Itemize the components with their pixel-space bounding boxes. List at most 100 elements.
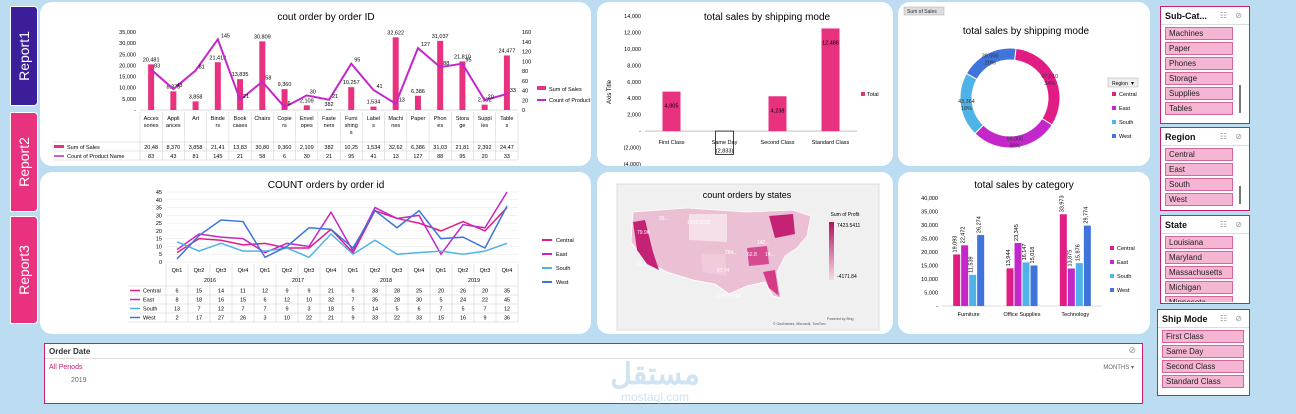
watermark: مستقل mostaql.com [590,358,720,405]
slicer-item[interactable]: West [1165,193,1233,206]
order-date-timeline[interactable]: Order Date ⊘ All Periods MONTHS ▾ 2019 [44,343,1143,404]
slicer-item[interactable]: Massachusetts [1165,266,1233,279]
count-line-chart-panel[interactable]: COUNT orders by order id 45 40 35 30 25 20 15 1… [40,172,591,334]
slicer-item[interactable]: Same Day [1162,345,1244,358]
category-label: Faste [322,116,336,122]
quarter-label: Qtr2 [458,268,469,274]
legend-swatch [1110,288,1114,292]
slicer-header: Ship Mode ☷ ⊘ [1158,310,1249,328]
slicer-item[interactable]: Machines [1165,27,1233,40]
table-cell: 28 [394,289,400,295]
region-slicer[interactable]: Region ☷ ⊘ Central East South West [1160,127,1250,211]
legend-swatch-sales [537,86,546,90]
count-point-label: 83 [154,64,160,70]
count-point-label: 33 [510,88,516,94]
quarter-label: Qtr2 [282,268,293,274]
legend-label: South [556,266,570,272]
table-cell: 12 [284,298,290,304]
sales-bar [459,61,466,110]
category-chart-panel[interactable]: total sales by category 40,000 35,000 30,0… [898,172,1150,334]
legend-label: East [1119,106,1130,112]
ship-bar [662,91,681,132]
category-label: Appli [167,116,179,122]
count-point-label: 95 [354,58,360,64]
sales-bar-label: 9,360 [278,82,292,88]
table-cell: 45 [504,298,510,304]
quarter-label: Qtr1 [260,268,271,274]
sales-bar-label: 1,534 [367,100,381,106]
series-line [176,232,508,259]
ship-mode-slicer[interactable]: Ship Mode ☷ ⊘ First Class Same Day Second … [1157,309,1250,396]
y-tick-label: 12,000 [624,30,641,36]
table-cell: 145 [213,154,222,160]
table-cell: 5 [395,307,398,313]
table-cell: 7 [483,307,486,313]
y-tick-label: 15 [156,237,162,243]
y-tick-label: 25 [156,221,162,227]
slicer-item[interactable]: Michigan [1165,281,1233,294]
table-cell: 20 [482,154,488,160]
table-cell: 16 [218,298,224,304]
slicer-item[interactable]: Central [1165,148,1233,161]
multi-select-clear-filter-icon[interactable]: ☷ ⊘ [1219,132,1245,141]
tab-report3[interactable]: Report3 [10,216,38,324]
subcategory-slicer[interactable]: Sub-Cat... ☷ ⊘ Machines Paper Phones Storag… [1160,6,1250,124]
multi-select-clear-filter-icon[interactable]: ☷ ⊘ [1219,11,1245,20]
table-cell: 33 [372,316,378,322]
slicer-item[interactable]: Storage [1165,72,1233,85]
sum-of-sales-button[interactable] [903,6,945,16]
ship-donut-chart-panel[interactable]: Sum of Sales total sales by shipping mod… [898,2,1150,166]
table-cell: 21 [237,154,243,160]
sales-bar-label: 30,809 [254,34,271,40]
state-slicer[interactable]: State ☷ ⊘ Louisiana Maryland Massachusetts… [1160,215,1250,304]
category-label: Book [234,116,247,122]
slicer-item[interactable]: South [1165,178,1233,191]
y-tick-label: 40,000 [921,196,938,202]
table-cell: 24,47 [500,145,514,151]
slicer-item[interactable]: Second Class [1162,360,1244,373]
state-florida [763,270,779,296]
slicer-scrollbar[interactable] [1239,186,1241,204]
ship-mode-bar-chart: total sales by shipping mode Axis Title … [607,12,879,166]
count-point-label: 145 [221,33,230,39]
x-category-label: Second Class [761,140,795,146]
table-cell: 10 [306,298,312,304]
slicer-item[interactable]: Maryland [1165,251,1233,264]
sum-of-sales-button-label: Sum of Sales [907,9,937,15]
tab-report1[interactable]: Report1 [10,6,38,106]
count-point-label: 21 [243,94,249,100]
slicer-item[interactable]: Standard Class [1162,375,1244,388]
region-filter-button[interactable] [1107,77,1139,88]
map-value-label: 1455.5515 [687,220,711,226]
sales-count-chart-panel[interactable]: cout order by order ID 35,000 30,000 25,00… [40,2,591,166]
period-selector[interactable]: MONTHS ▾ [1103,365,1134,371]
slicer-item[interactable]: East [1165,163,1233,176]
category-label: ies [481,123,488,129]
ship-bar-chart-panel[interactable]: total sales by shipping mode Axis Title … [597,2,893,166]
category-bar [1014,242,1022,306]
slicer-item[interactable]: Tables [1165,102,1233,115]
table-cell: 21 [328,316,334,322]
map-panel[interactable]: count orders by states 26... 79.96 1455.55… [597,172,893,334]
slicer-item[interactable]: First Class [1162,330,1244,343]
quarter-label: Qtr2 [370,268,381,274]
slicer-item[interactable]: Supplies [1165,87,1233,100]
quarter-label: Qtr1 [172,268,183,274]
table-cell: 8 [175,298,178,304]
count-point-label: 43 [176,83,182,89]
clear-filter-icon[interactable]: ⊘ [1128,345,1136,355]
y-tick-label: 4,000 [627,96,641,102]
slicer-item[interactable]: Minnesota [1165,296,1233,302]
tab-report2[interactable]: Report2 [10,112,38,212]
slicer-item[interactable]: Phones [1165,57,1233,70]
slicer-scrollbar[interactable] [1239,85,1241,113]
sales-bar-label: 32,622 [387,30,404,36]
multi-select-clear-filter-icon[interactable]: ☷ ⊘ [1219,220,1245,229]
slicer-item[interactable]: Paper [1165,42,1233,55]
legend-swatch [1112,106,1116,110]
y-tick-label: (2,000) [624,146,642,152]
multi-select-clear-filter-icon[interactable]: ☷ ⊘ [1219,314,1245,323]
watermark-arabic: مستقل [610,358,700,391]
slicer-item[interactable]: Louisiana [1165,236,1233,249]
category-bar-label: 22,472 [961,226,967,243]
